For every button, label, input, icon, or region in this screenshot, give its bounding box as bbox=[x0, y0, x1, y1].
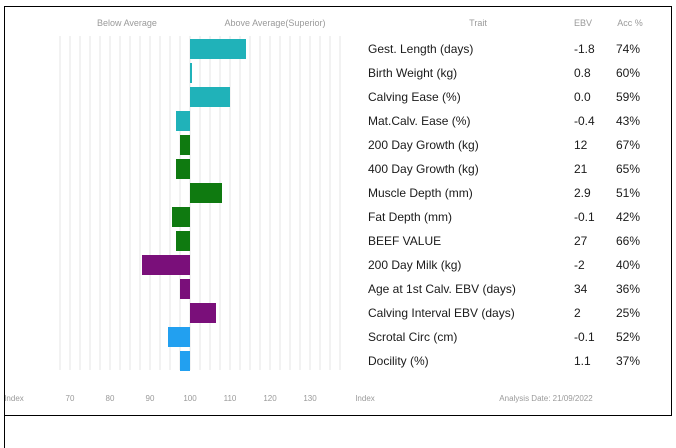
bar-7 bbox=[190, 183, 222, 203]
bar-5 bbox=[180, 135, 190, 155]
bar-2 bbox=[190, 63, 192, 83]
bar-1 bbox=[190, 39, 246, 59]
x-tick-label: 130 bbox=[303, 394, 317, 403]
ebv-value: 34 bbox=[574, 282, 588, 296]
trait-label: Muscle Depth (mm) bbox=[368, 186, 473, 200]
ebv-value: -2 bbox=[574, 258, 585, 272]
trait-label: Fat Depth (mm) bbox=[368, 210, 452, 224]
acc-value: 51% bbox=[616, 186, 640, 200]
trait-label: Scrotal Circ (cm) bbox=[368, 330, 457, 344]
acc-value: 25% bbox=[616, 306, 640, 320]
x-tick-label: 80 bbox=[106, 394, 115, 403]
x-tick-label: 70 bbox=[66, 394, 75, 403]
frame-tail-line bbox=[4, 416, 5, 448]
bar-6 bbox=[176, 159, 190, 179]
acc-value: 74% bbox=[616, 42, 640, 56]
chart-frame bbox=[4, 6, 672, 416]
acc-value: 67% bbox=[616, 138, 640, 152]
header-below-average: Below Average bbox=[97, 18, 157, 28]
trait-label: Mat.Calv. Ease (%) bbox=[368, 114, 470, 128]
header-above-average: Above Average(Superior) bbox=[225, 18, 326, 28]
axis-label-left: Index bbox=[4, 394, 24, 403]
bars bbox=[142, 39, 246, 371]
trait-label: Gest. Length (days) bbox=[368, 42, 473, 56]
trait-label: Age at 1st Calv. EBV (days) bbox=[368, 282, 516, 296]
ebv-value: 1.1 bbox=[574, 354, 591, 368]
trait-label: Calving Interval EBV (days) bbox=[368, 306, 515, 320]
bar-14 bbox=[180, 351, 190, 371]
bar-8 bbox=[172, 207, 190, 227]
acc-value: 36% bbox=[616, 282, 640, 296]
ebv-value: 0.0 bbox=[574, 90, 591, 104]
trait-label: 200 Day Milk (kg) bbox=[368, 258, 461, 272]
ebv-value: 27 bbox=[574, 234, 588, 248]
header-trait: Trait bbox=[469, 18, 487, 28]
acc-value: 40% bbox=[616, 258, 640, 272]
trait-table: Gest. Length (days) -1.8 74% Birth Weight (… bbox=[368, 42, 640, 368]
ebv-value: 0.8 bbox=[574, 66, 591, 80]
ebv-value: 2 bbox=[574, 306, 581, 320]
header-ebv: EBV bbox=[574, 18, 592, 28]
ebv-value: -0.1 bbox=[574, 330, 595, 344]
acc-value: 43% bbox=[616, 114, 640, 128]
header-acc: Acc % bbox=[617, 18, 643, 28]
ebv-value: 2.9 bbox=[574, 186, 591, 200]
bar-12 bbox=[190, 303, 216, 323]
x-tick-label: 120 bbox=[263, 394, 277, 403]
ebv-value: -0.4 bbox=[574, 114, 595, 128]
acc-value: 59% bbox=[616, 90, 640, 104]
trait-label: BEEF VALUE bbox=[368, 234, 441, 248]
bar-9 bbox=[176, 231, 190, 251]
acc-value: 65% bbox=[616, 162, 640, 176]
x-tick-labels: 70 80 90 100 110 120 130 bbox=[66, 394, 318, 403]
acc-value: 60% bbox=[616, 66, 640, 80]
trait-label: Calving Ease (%) bbox=[368, 90, 461, 104]
x-tick-label: 110 bbox=[224, 394, 237, 403]
ebv-value: -0.1 bbox=[574, 210, 595, 224]
bar-4 bbox=[176, 111, 190, 131]
ebv-value: 12 bbox=[574, 138, 588, 152]
grid-lines bbox=[59, 36, 341, 370]
trait-label: Docility (%) bbox=[368, 354, 429, 368]
trait-label: 400 Day Growth (kg) bbox=[368, 162, 479, 176]
analysis-date: Analysis Date: 21/09/2022 bbox=[499, 394, 593, 403]
ebv-value: -1.8 bbox=[574, 42, 595, 56]
ebv-value: 21 bbox=[574, 162, 588, 176]
bar-13 bbox=[168, 327, 190, 347]
bar-11 bbox=[180, 279, 190, 299]
acc-value: 52% bbox=[616, 330, 640, 344]
acc-value: 42% bbox=[616, 210, 640, 224]
axis-label-right: Index bbox=[355, 394, 375, 403]
acc-value: 66% bbox=[616, 234, 640, 248]
x-tick-label: 90 bbox=[146, 394, 155, 403]
bar-3 bbox=[190, 87, 230, 107]
bar-10 bbox=[142, 255, 190, 275]
trait-label: 200 Day Growth (kg) bbox=[368, 138, 479, 152]
acc-value: 37% bbox=[616, 354, 640, 368]
trait-label: Birth Weight (kg) bbox=[368, 66, 457, 80]
x-tick-label: 100 bbox=[183, 394, 197, 403]
